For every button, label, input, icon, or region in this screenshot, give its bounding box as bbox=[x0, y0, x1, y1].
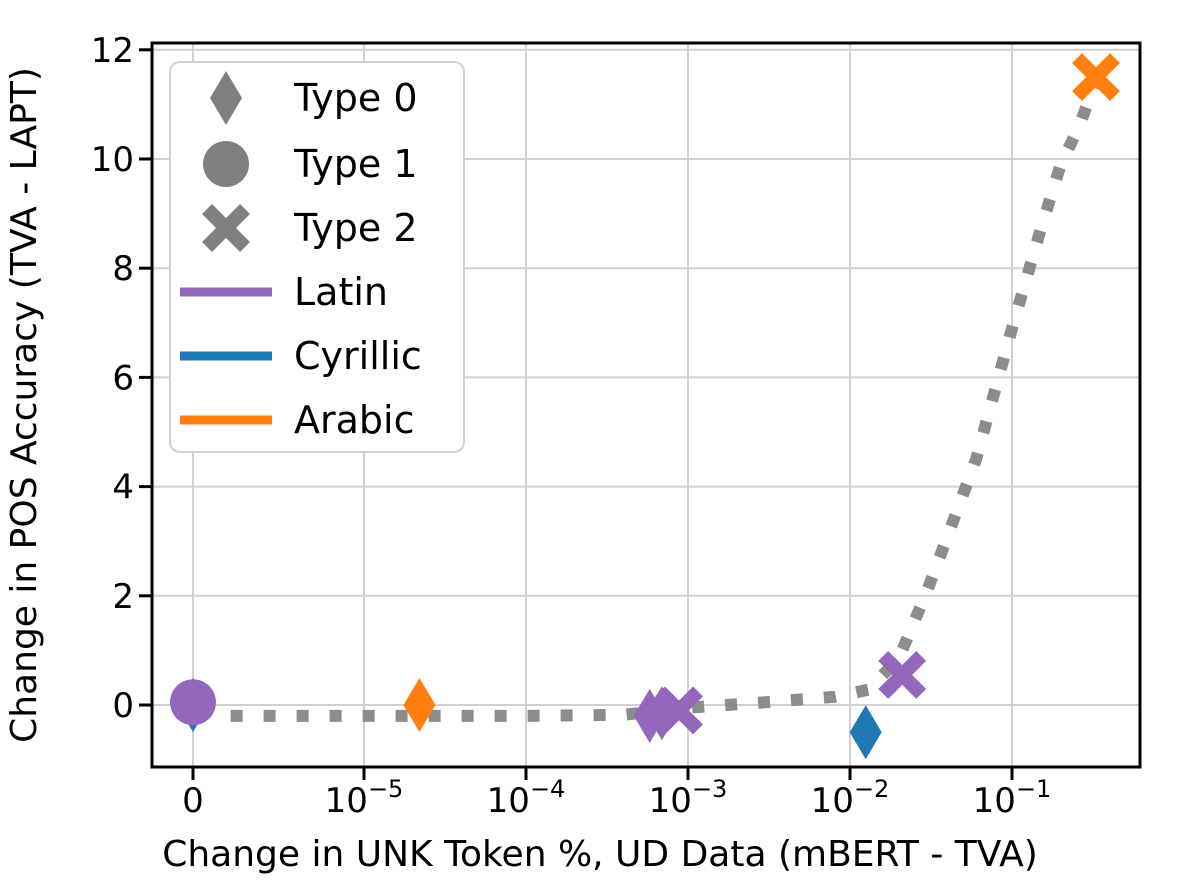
diamond-marker bbox=[849, 705, 882, 760]
legend-entry-latin: Latin bbox=[180, 270, 388, 314]
legend-entry-type-0: Type 0 bbox=[210, 71, 418, 125]
legend-entries: Type 0 Type 1 Type 2 Latin Cyrillic Arabic bbox=[180, 71, 422, 442]
y-tick-label: 6 bbox=[112, 358, 134, 398]
data-point-latin-type2 bbox=[878, 651, 927, 699]
x-axis-label: Change in UNK Token %, UD Data (mBERT - … bbox=[162, 834, 1038, 875]
x-tick-label: 10−3 bbox=[649, 775, 728, 821]
axes-layer bbox=[139, 41, 1142, 780]
circle-marker bbox=[170, 679, 216, 726]
legend-marker-group bbox=[203, 141, 249, 187]
y-axis-label: Change in POS Accuracy (TVA - LAPT) bbox=[4, 67, 45, 743]
plot-border bbox=[150, 41, 1142, 769]
legend-box bbox=[169, 61, 465, 453]
legend-marker-group bbox=[202, 204, 250, 252]
diamond-icon bbox=[210, 71, 242, 125]
y-tick-label: 8 bbox=[112, 249, 134, 289]
x-icon bbox=[202, 204, 250, 252]
legend-entry-arabic: Arabic bbox=[180, 398, 414, 442]
y-tick-label: 0 bbox=[112, 686, 134, 726]
data-point-cyrillic-type0 bbox=[849, 705, 882, 760]
x-tick-label: 10−1 bbox=[973, 775, 1052, 821]
legend-label: Cyrillic bbox=[294, 334, 422, 378]
trend-dotted-line bbox=[230, 77, 1102, 722]
x-marker bbox=[655, 686, 703, 735]
legend-label: Type 1 bbox=[293, 142, 418, 186]
x-tick-label: 10−5 bbox=[325, 775, 404, 821]
x-tick-label: 0 bbox=[182, 781, 204, 821]
legend-label: Type 0 bbox=[293, 76, 418, 120]
legend-entry-cyrillic: Cyrillic bbox=[180, 334, 422, 378]
legend-entry-type-2: Type 2 bbox=[202, 204, 418, 252]
legend: Type 0 Type 1 Type 2 Latin Cyrillic Arabic bbox=[169, 61, 465, 453]
legend-label: Latin bbox=[294, 270, 388, 314]
data-point-latin-type2 bbox=[655, 686, 703, 735]
data-point-latin-type1 bbox=[170, 679, 216, 726]
y-tick-label: 12 bbox=[91, 31, 134, 71]
y-tick-label: 2 bbox=[112, 577, 134, 617]
y-tick-label: 10 bbox=[91, 140, 134, 180]
x-marker bbox=[1072, 53, 1120, 102]
x-marker bbox=[878, 651, 927, 699]
legend-label: Type 2 bbox=[293, 206, 418, 250]
legend-marker-group bbox=[210, 71, 242, 125]
tick-label-layer: 0 10−5 10−4 10−3 10−2 10−1 0 2 4 6 8 10 12 bbox=[91, 31, 1052, 821]
data-points-layer bbox=[170, 53, 1120, 760]
x-tick-label: 10−4 bbox=[487, 775, 566, 821]
y-tick-label: 4 bbox=[112, 468, 134, 508]
data-point-arabic-type0 bbox=[403, 678, 436, 732]
diamond-marker bbox=[403, 678, 436, 732]
legend-entry-type-1: Type 1 bbox=[203, 141, 418, 187]
circle-icon bbox=[203, 141, 249, 187]
x-tick-label: 10−2 bbox=[811, 775, 890, 821]
legend-label: Arabic bbox=[294, 398, 414, 442]
data-point-arabic-type2 bbox=[1072, 53, 1120, 102]
trend-line-layer bbox=[230, 77, 1102, 722]
